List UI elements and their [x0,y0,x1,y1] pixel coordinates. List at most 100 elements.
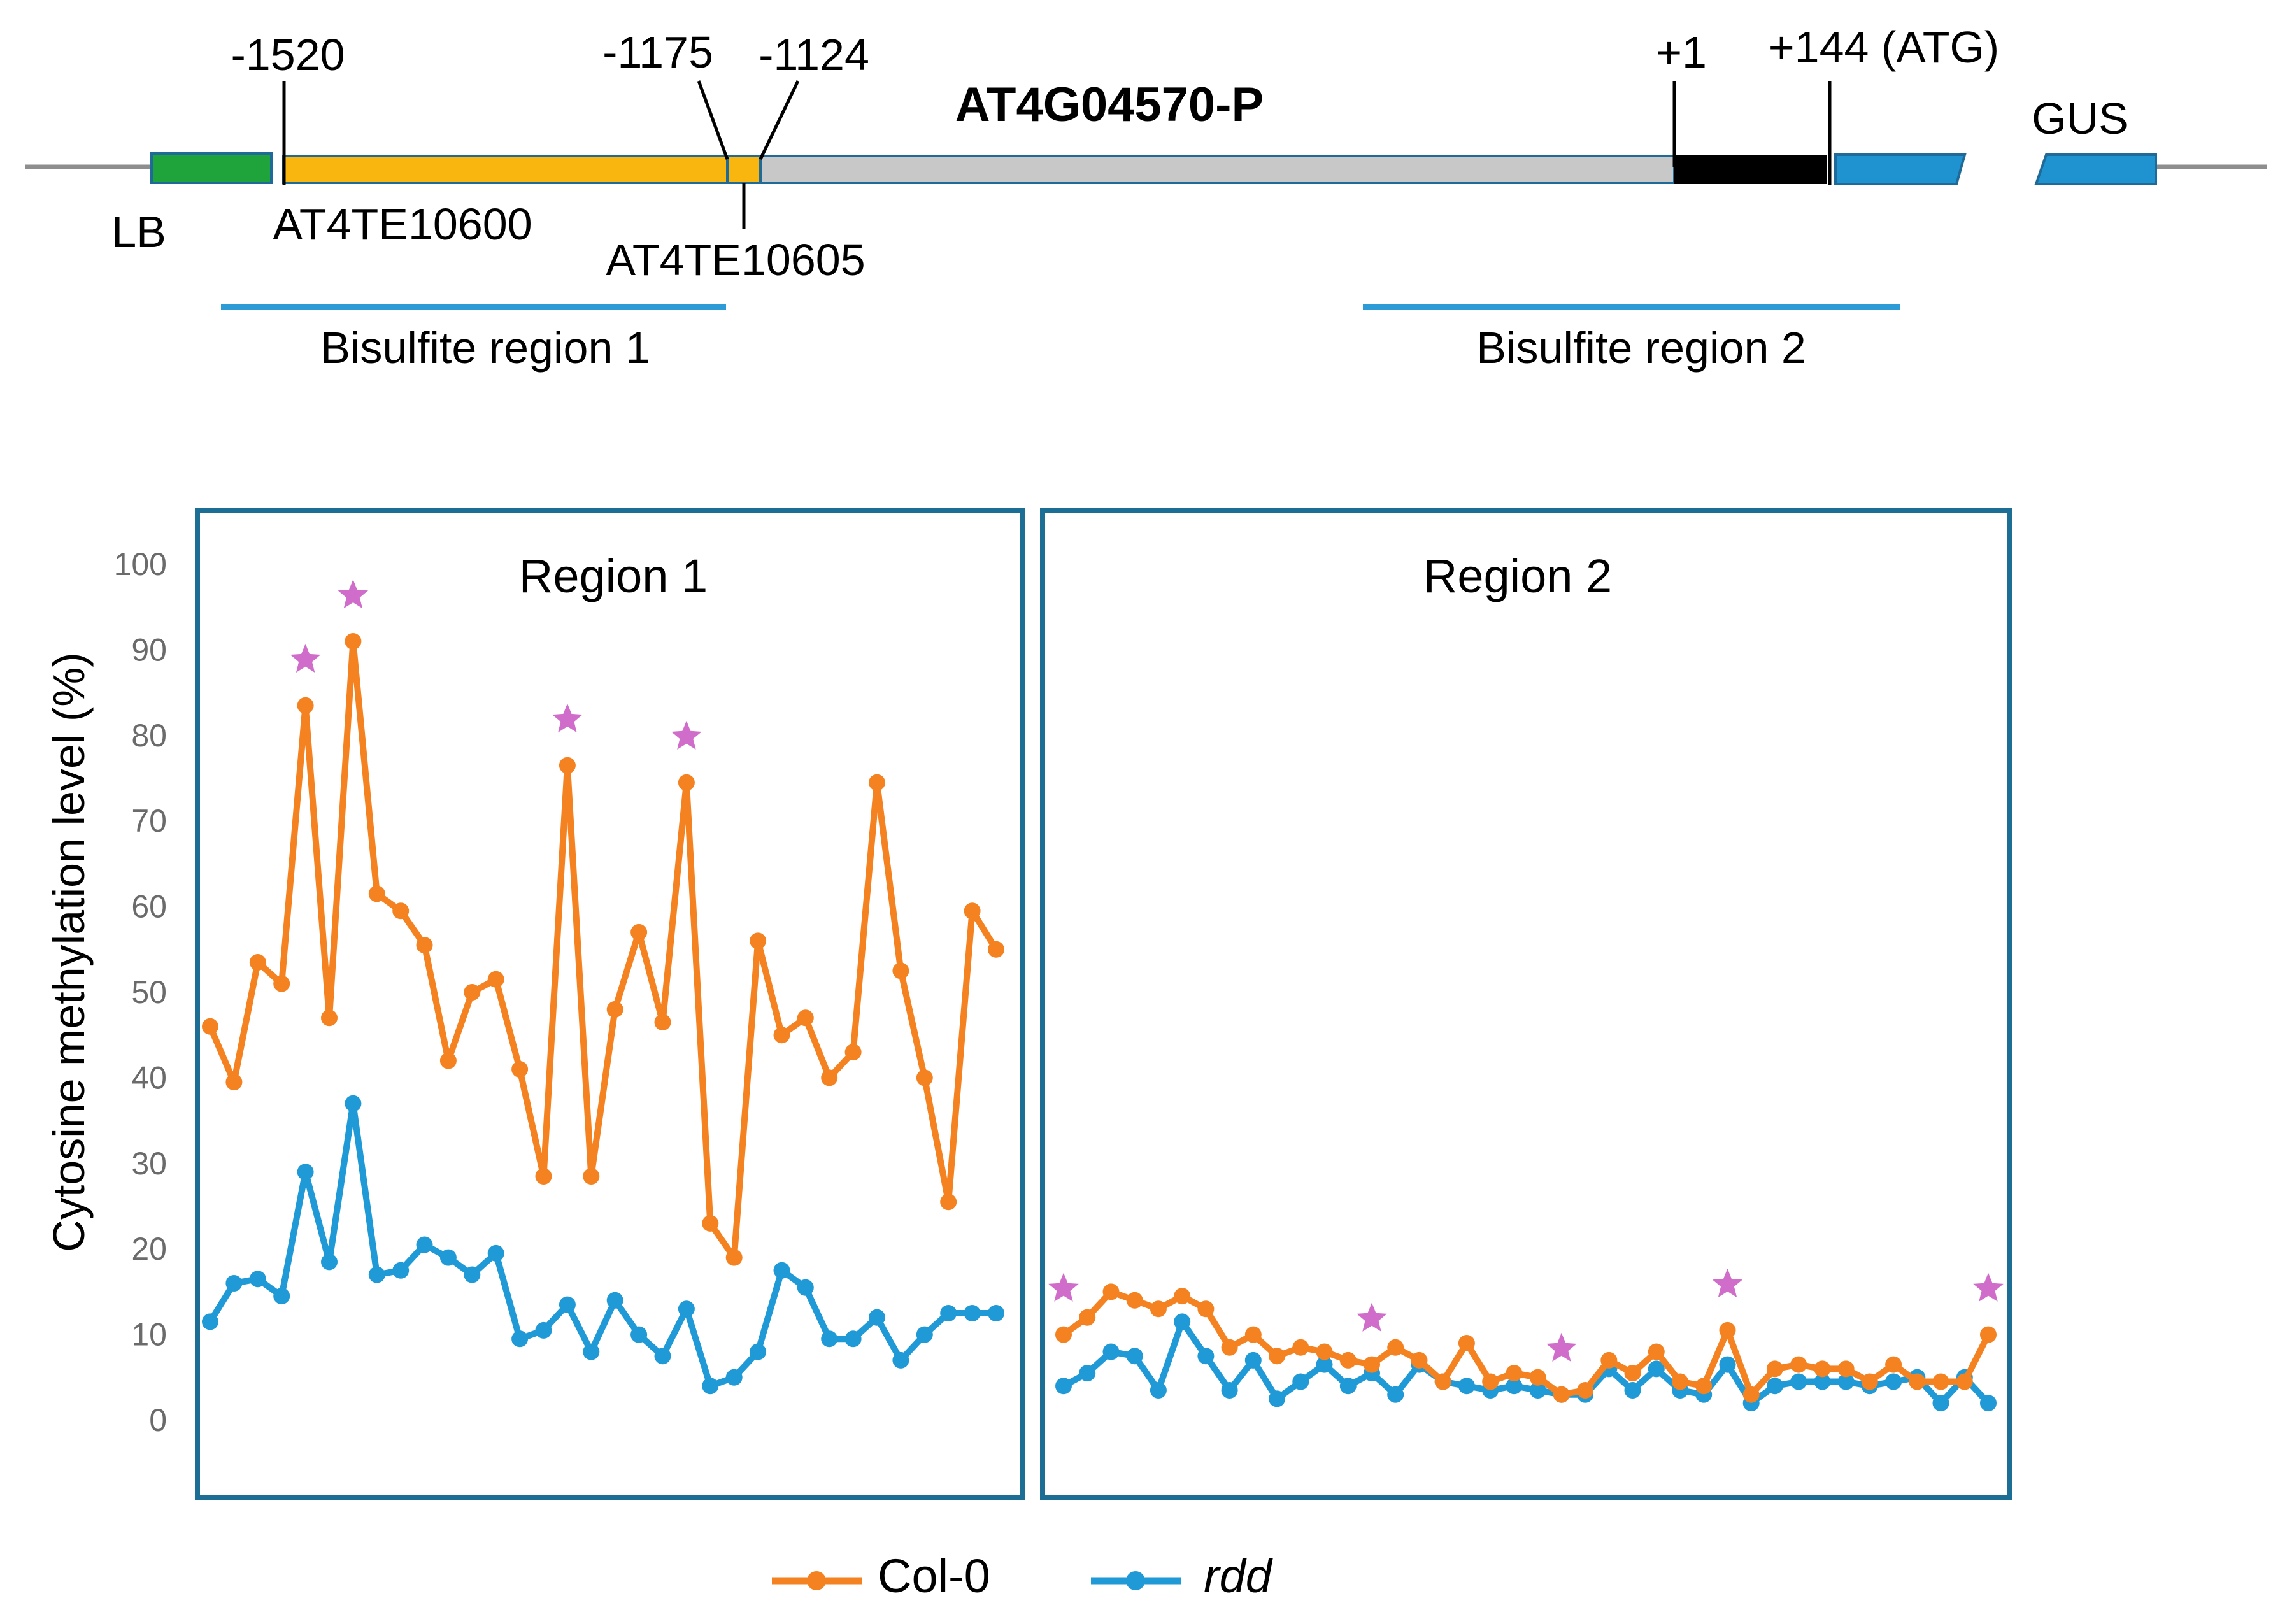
data-point-col0 [273,975,290,992]
data-point-col0 [1695,1378,1713,1395]
data-point-rdd [821,1330,838,1348]
significance-star [1546,1332,1577,1362]
data-point-col0 [1909,1373,1926,1390]
panel-region-2-title: Region 2 [1423,550,1612,602]
data-point-col0 [1269,1348,1286,1365]
data-point-rdd [1837,1373,1855,1390]
data-point-col0 [1126,1292,1143,1309]
data-point-rdd [1174,1313,1191,1330]
data-point-col0 [1055,1326,1072,1343]
significance-star [1973,1272,2004,1302]
data-point-rdd [1387,1386,1404,1403]
data-point-rdd [988,1305,1004,1321]
te-segment-10605 [726,155,762,184]
data-point-col0 [964,902,981,920]
data-point-col0 [392,902,410,920]
data-point-rdd [773,1262,790,1279]
data-point-col0 [487,971,504,988]
y-tick-label: 10 [131,1317,167,1353]
chart: Cytosine methylation level (%) 0 10 20 30 40… [44,508,2012,1602]
data-point-col0 [869,774,885,791]
legend: Col-0 rdd [772,1549,1274,1602]
panel-region-1-plot [202,580,1004,1395]
data-point-col0 [1197,1300,1215,1318]
data-point-col0 [1837,1360,1855,1378]
construct-title: AT4G04570-P [955,78,1264,132]
data-point-col0 [750,932,767,950]
data-point-rdd [654,1348,671,1365]
data-point-rdd [464,1266,481,1283]
data-point-col0 [821,1069,838,1086]
data-point-rdd [1624,1382,1641,1399]
data-point-rdd [1079,1365,1096,1382]
panel-region-1-frame [195,508,1025,1500]
legend-label-col0: Col-0 [878,1549,990,1602]
data-point-col0 [725,1249,743,1266]
series-line-rdd [1060,1318,1991,1407]
data-point-col0 [511,1061,529,1078]
series-line-col0 [1060,1288,1991,1398]
series-line-col0 [207,638,999,1261]
data-point-col0 [1553,1386,1570,1403]
data-point-rdd [487,1244,504,1262]
position-label-1520: -1520 [231,30,345,80]
y-tick-label: 20 [131,1231,167,1267]
data-point-rdd [1269,1390,1286,1407]
significance-star [671,720,702,750]
position-label-atg: +144 (ATG) [1769,22,1999,72]
bisulfite-region-2-label: Bisulfite region 2 [1476,323,1806,373]
data-point-rdd [702,1378,719,1395]
data-point-col0 [1506,1365,1523,1382]
data-point-col0 [1316,1343,1333,1360]
data-point-rdd [1221,1382,1238,1399]
gus-label: GUS [2032,94,2128,143]
data-point-rdd [916,1326,933,1343]
data-point-rdd [1458,1378,1475,1395]
y-tick-label: 30 [131,1146,167,1181]
data-point-rdd [1885,1373,1902,1390]
data-point-rdd [1339,1378,1357,1395]
data-point-rdd [368,1266,385,1283]
data-point-col0 [1339,1351,1357,1369]
data-point-col0 [1956,1373,1973,1390]
data-point-col0 [654,1014,671,1030]
position-label-1175: -1175 [602,27,713,77]
data-point-rdd [678,1300,695,1318]
data-point-col0 [606,1001,623,1018]
y-tick-label: 0 [149,1402,167,1438]
data-point-rdd [1932,1395,1949,1412]
data-point-rdd [1790,1373,1807,1390]
data-point-col0 [535,1168,552,1185]
data-point-rdd [1766,1378,1783,1395]
panel-region-2-frame [1040,508,2012,1500]
y-tick-label: 80 [131,718,167,753]
lb-label: LB [111,207,166,257]
y-tick-label: 40 [131,1060,167,1095]
data-point-col0 [297,697,314,714]
utr-segment [1674,155,1827,184]
data-point-rdd [583,1343,600,1360]
bisulfite-region-1-label: Bisulfite region 1 [320,323,650,373]
y-tick-label: 100 [114,546,167,582]
data-point-col0 [1624,1365,1641,1382]
legend-marker-col0 [807,1571,826,1590]
data-point-rdd [1814,1373,1831,1390]
position-label-plus1: +1 [1656,27,1707,77]
y-tick-label: 90 [131,632,167,667]
data-point-col0 [1719,1321,1736,1339]
significance-star [1712,1268,1743,1298]
data-point-rdd [630,1326,648,1343]
data-point-rdd [249,1271,266,1288]
data-point-col0 [988,941,1004,958]
data-point-rdd [202,1313,218,1330]
data-point-col0 [630,923,648,941]
data-point-col0 [1174,1288,1191,1305]
data-point-col0 [940,1193,957,1211]
data-point-rdd [511,1330,529,1348]
data-point-col0 [225,1074,243,1091]
data-point-rdd [439,1249,457,1266]
data-point-col0 [1102,1283,1120,1300]
data-point-col0 [1932,1373,1949,1390]
data-point-col0 [1458,1335,1475,1351]
